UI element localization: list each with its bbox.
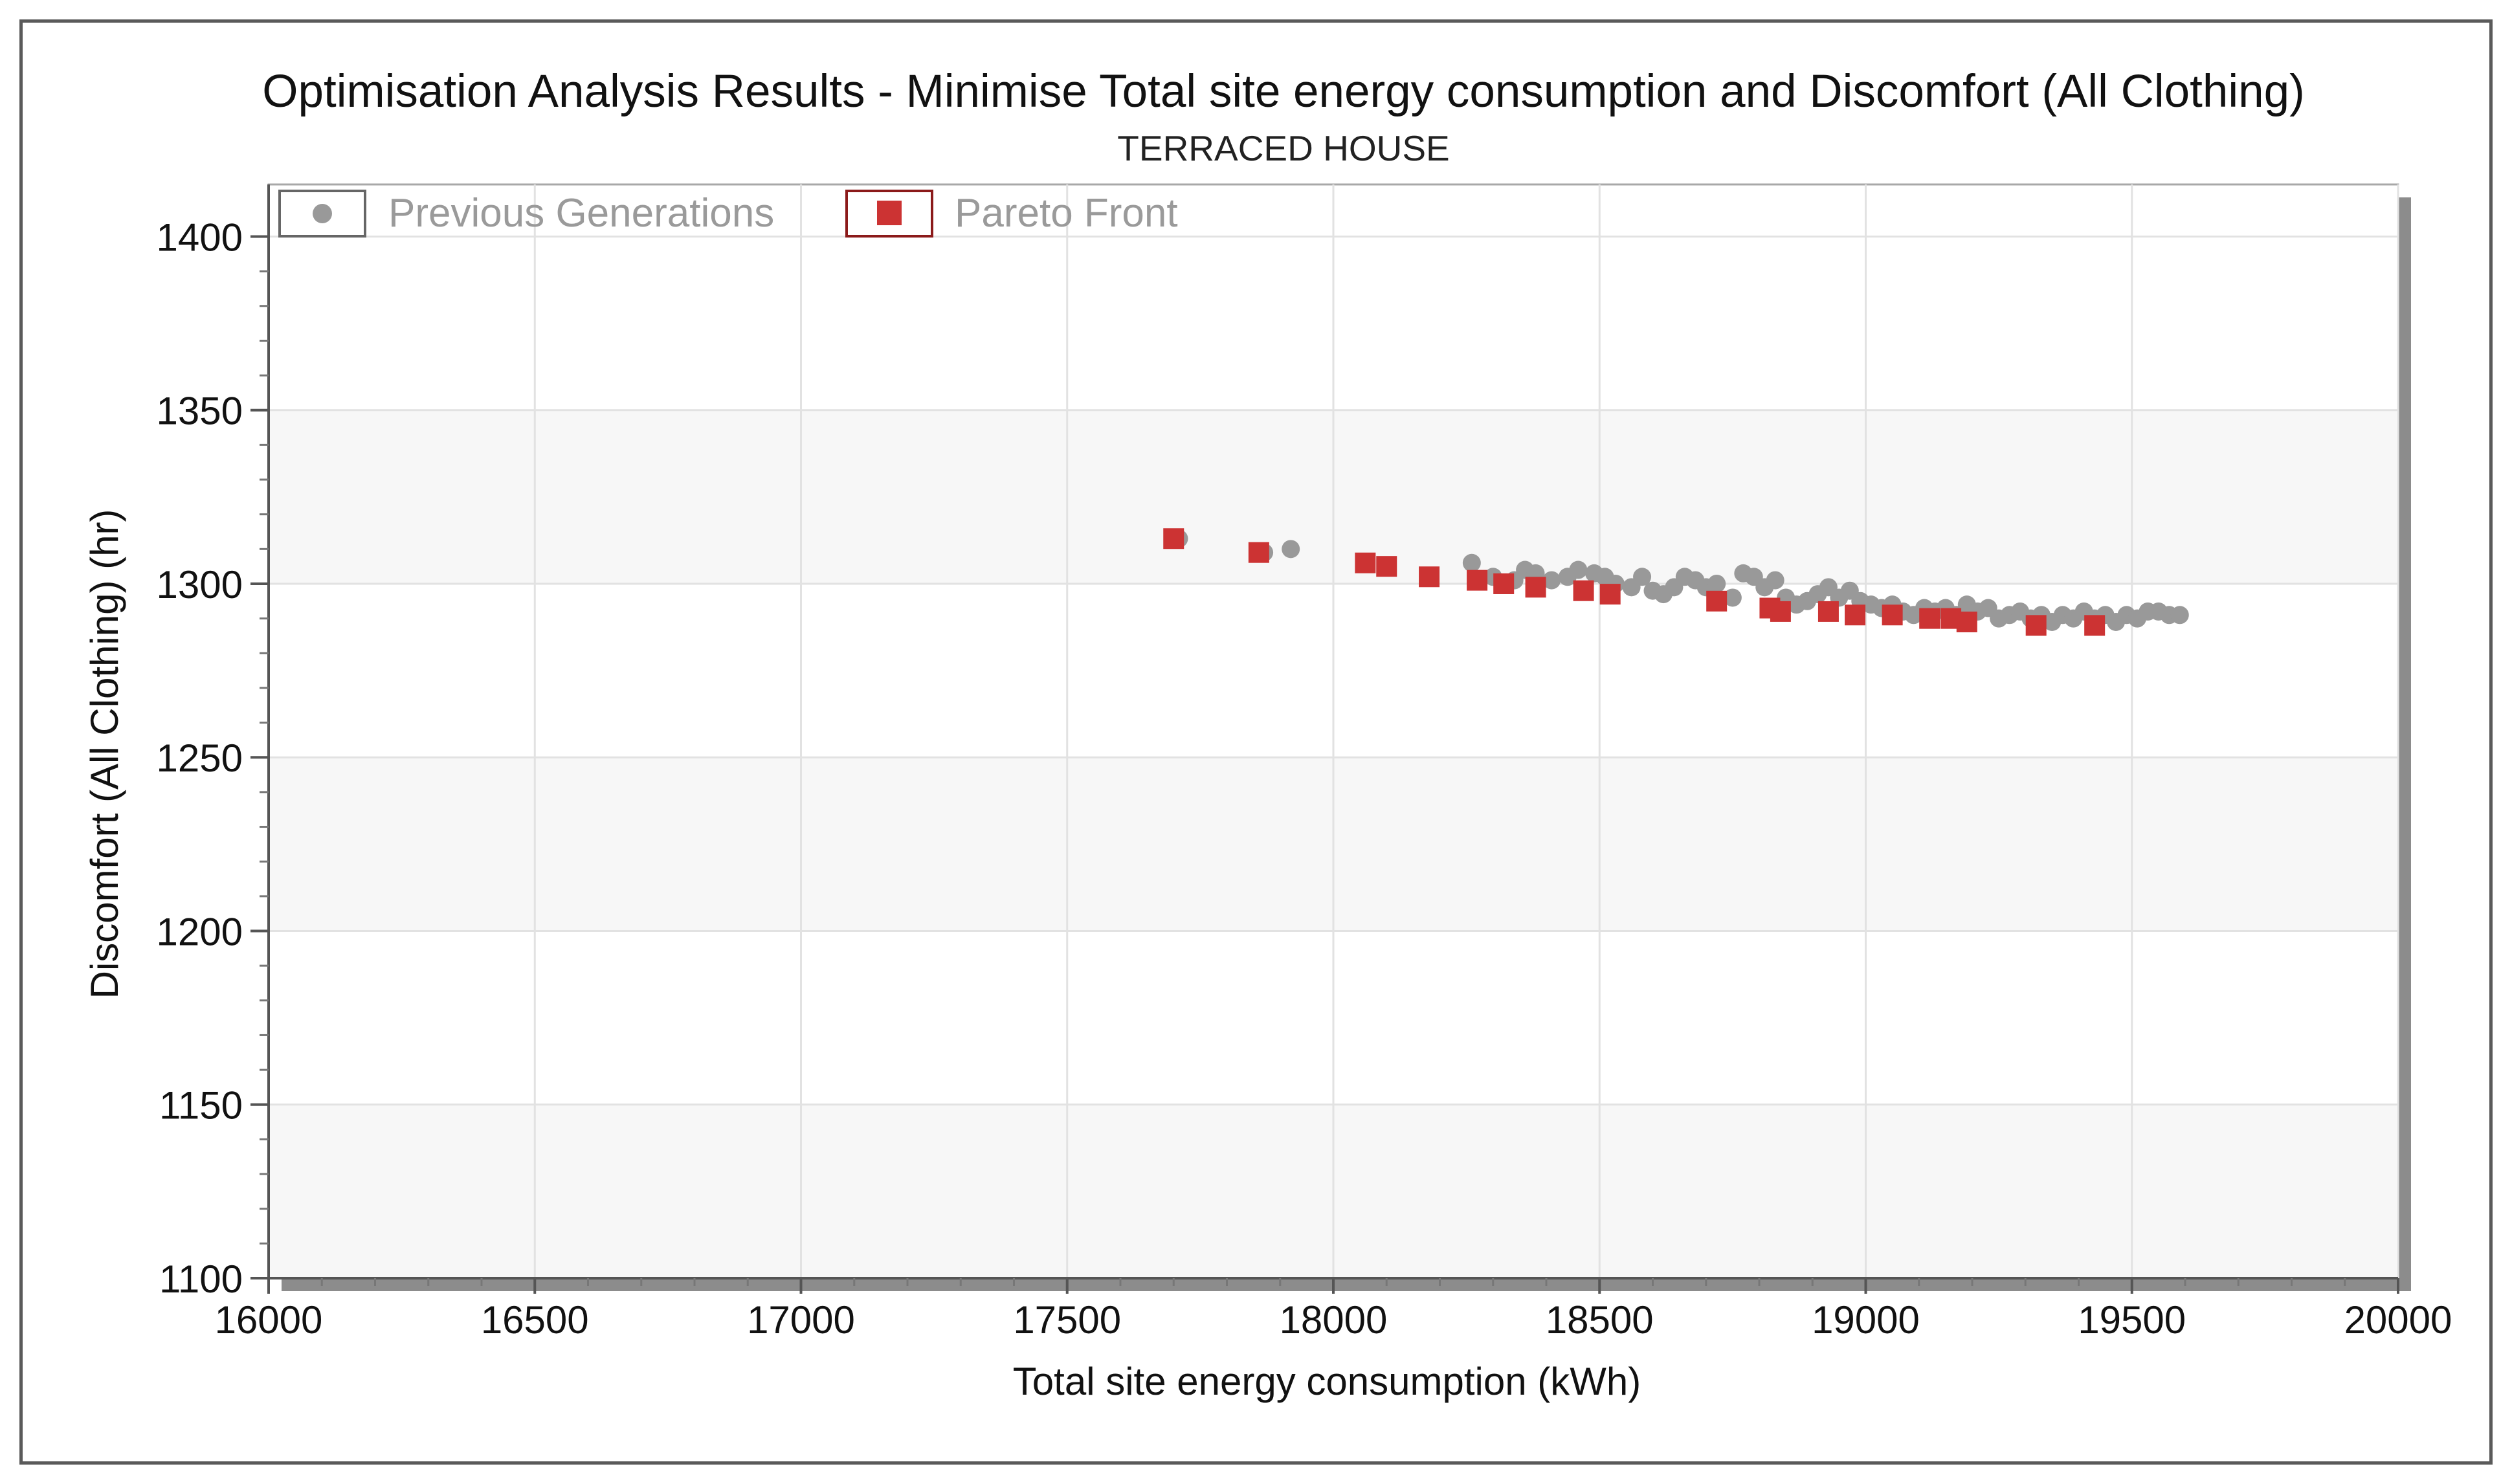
y-tick-label: 1100 bbox=[159, 1257, 243, 1301]
data-point bbox=[2084, 615, 2106, 636]
y-tick-label: 1400 bbox=[157, 216, 243, 259]
x-tick-label: 19500 bbox=[2078, 1298, 2186, 1342]
series-pareto-front bbox=[1163, 528, 2106, 636]
data-point bbox=[1633, 568, 1652, 586]
legend-item-previous-generations[interactable]: Previous Generations bbox=[278, 190, 774, 238]
legend-label-pareto-front: Pareto Front bbox=[955, 191, 1178, 236]
legend-circle-icon bbox=[313, 204, 332, 223]
data-point bbox=[1599, 584, 1621, 605]
x-tick-label: 17500 bbox=[1013, 1298, 1121, 1342]
data-point bbox=[1569, 560, 1588, 579]
chart-subtitle: TERRACED HOUSE bbox=[1117, 128, 1449, 168]
data-point bbox=[1845, 604, 1866, 626]
data-point bbox=[1248, 542, 1269, 563]
legend-label-previous-generations: Previous Generations bbox=[388, 191, 774, 236]
x-tick-label: 18000 bbox=[1280, 1298, 1388, 1342]
data-point bbox=[1707, 574, 1726, 593]
data-point bbox=[1817, 601, 1839, 622]
data-point bbox=[1573, 580, 1594, 601]
series-layer bbox=[1163, 528, 2189, 636]
data-point bbox=[1355, 552, 1376, 573]
data-point bbox=[2170, 606, 2189, 625]
data-point bbox=[1163, 528, 1184, 549]
data-point bbox=[2025, 615, 2047, 636]
y-tick-label: 1150 bbox=[159, 1084, 243, 1127]
data-point bbox=[1493, 573, 1515, 594]
data-point bbox=[1766, 571, 1784, 590]
data-point bbox=[1706, 590, 1728, 612]
data-point bbox=[1376, 556, 1397, 577]
x-tick-label: 17000 bbox=[747, 1298, 855, 1342]
y-tick-label: 1350 bbox=[157, 390, 243, 433]
chart-title: Optimisation Analysis Results - Minimise… bbox=[262, 66, 2304, 117]
x-tick-label: 16500 bbox=[481, 1298, 589, 1342]
x-tick-label: 20000 bbox=[2344, 1298, 2452, 1342]
data-point bbox=[1956, 612, 1977, 632]
data-point bbox=[1919, 608, 1940, 629]
x-tick-label: 16000 bbox=[215, 1298, 323, 1342]
y-axis-label: Discomfort (All Clothing) (hr) bbox=[83, 509, 126, 999]
data-point bbox=[1882, 604, 1903, 626]
data-point bbox=[1282, 540, 1300, 559]
y-tick-label: 1200 bbox=[157, 910, 243, 953]
data-point bbox=[1467, 570, 1488, 591]
data-point bbox=[1542, 571, 1561, 590]
axes bbox=[250, 184, 2399, 1294]
legend-square-icon bbox=[877, 201, 902, 225]
x-tick-label: 18500 bbox=[1546, 1298, 1654, 1342]
data-point bbox=[1770, 601, 1791, 622]
y-tick-labels: 1100 1150 1200 1250 1300 1350 1400 bbox=[157, 216, 243, 1301]
x-axis-label: Total site energy consumption (kWh) bbox=[1013, 1360, 1641, 1403]
data-point bbox=[1723, 588, 1742, 607]
x-tick-label: 19000 bbox=[1812, 1298, 1920, 1342]
legend-item-pareto-front[interactable]: Pareto Front bbox=[845, 190, 1178, 238]
x-tick-labels: 16000 16500 17000 17500 18000 18500 19000 19500… bbox=[215, 1298, 2452, 1342]
legend: Previous Generations Pareto Front bbox=[278, 190, 1178, 238]
data-point bbox=[1525, 577, 1546, 598]
data-point bbox=[1419, 566, 1440, 588]
y-tick-label: 1300 bbox=[157, 563, 243, 606]
y-tick-label: 1250 bbox=[157, 736, 243, 780]
data-point bbox=[1462, 553, 1481, 572]
